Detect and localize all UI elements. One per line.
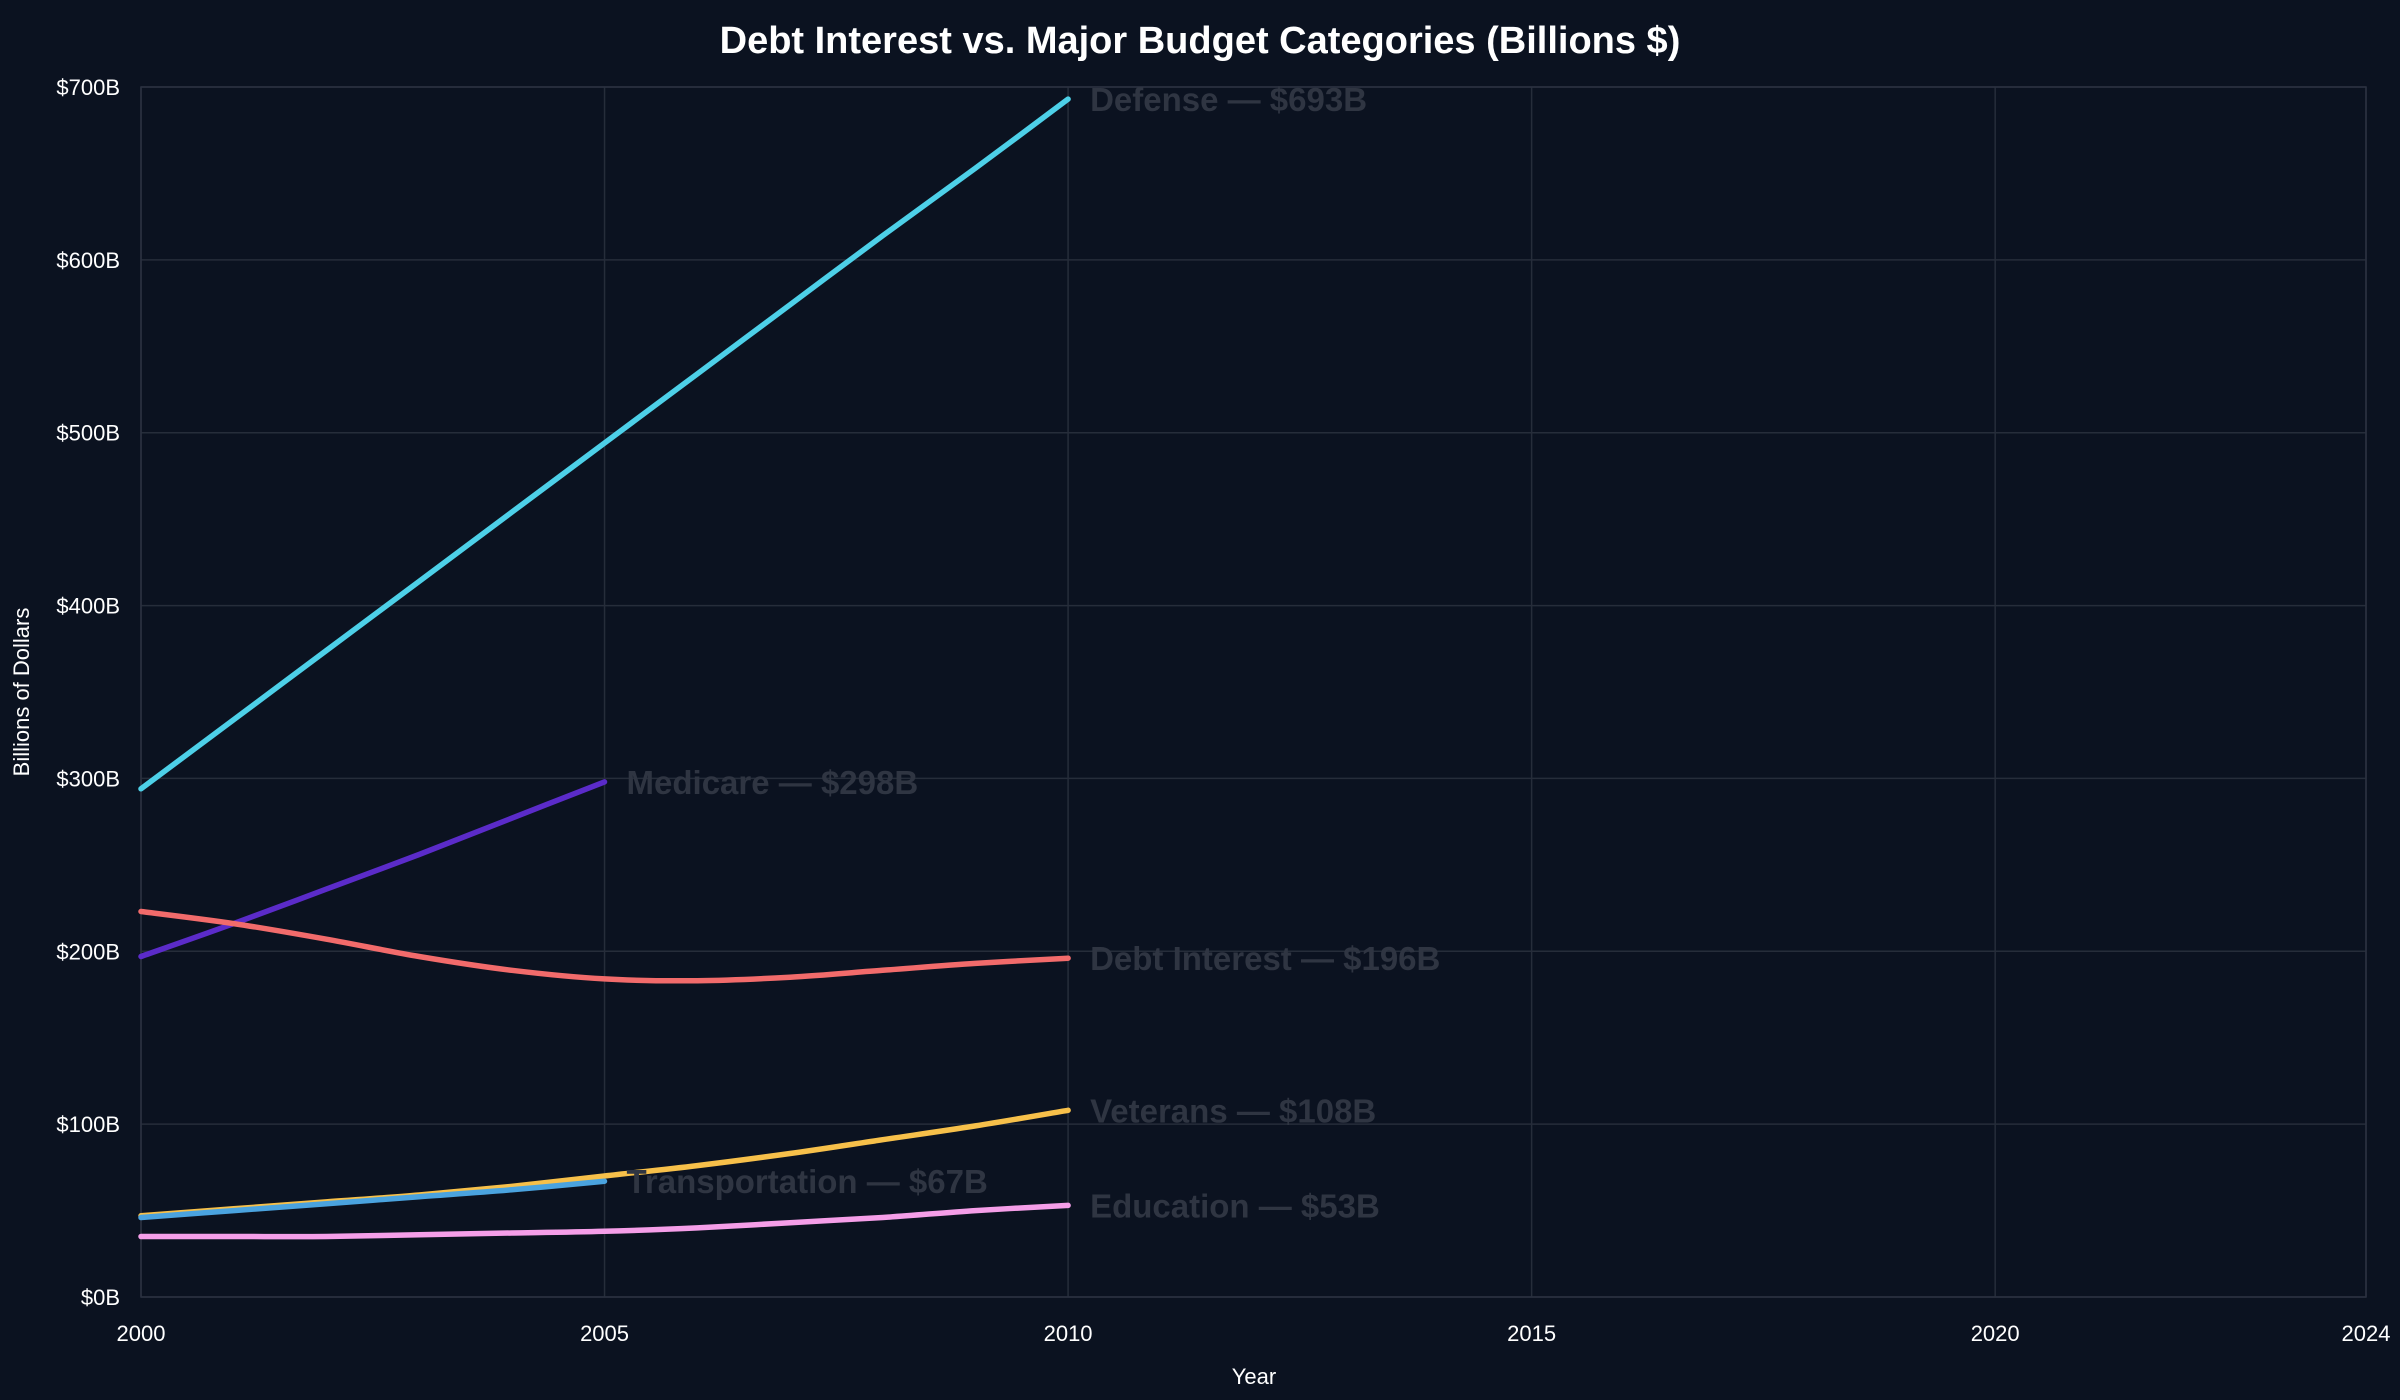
- series-label-veterans: Veterans — $108B: [1090, 1092, 1376, 1129]
- x-tick-label: 2010: [1044, 1321, 1093, 1346]
- y-tick-label: $100B: [56, 1112, 120, 1137]
- y-tick-label: $200B: [56, 939, 120, 964]
- y-tick-label: $700B: [56, 75, 120, 100]
- series-label-transportation: Transportation — $67B: [627, 1163, 988, 1200]
- tick-labels: 2000 2005 2010 2015 2020 2024 $0B $100B $200B $30…: [56, 75, 2390, 1346]
- plot-frame: [140, 86, 2367, 1298]
- y-tick-label: $0B: [81, 1285, 120, 1310]
- series-label-education: Education — $53B: [1090, 1187, 1380, 1224]
- y-tick-label: $600B: [56, 248, 120, 273]
- y-tick-label: $400B: [56, 594, 120, 619]
- y-tick-label: $300B: [56, 766, 120, 791]
- x-tick-label: 2015: [1507, 1321, 1556, 1346]
- series-line-medicare: [138, 779, 608, 960]
- series-line-education: [138, 1202, 1071, 1240]
- series-line-transportation: [138, 1178, 608, 1221]
- y-tick-label: $500B: [56, 421, 120, 446]
- series-lines: [138, 96, 1071, 1240]
- series-label-defense: Defense — $693B: [1090, 81, 1367, 118]
- x-tick-label: 2020: [1971, 1321, 2020, 1346]
- series-labels: Defense — $693B Medicare — $298B Debt Inte…: [627, 81, 1441, 1224]
- chart-title: Debt Interest vs. Major Budget Categorie…: [720, 20, 1681, 62]
- series-line-defense: [138, 96, 1071, 792]
- y-axis-label: Billions of Dollars: [9, 608, 34, 777]
- x-axis-label: Year: [1232, 1364, 1276, 1389]
- x-tick-label: 2024: [2342, 1321, 2391, 1346]
- x-tick-label: 2005: [580, 1321, 629, 1346]
- series-label-debt-interest: Debt Interest — $196B: [1090, 940, 1440, 977]
- series-label-medicare: Medicare — $298B: [627, 764, 919, 801]
- x-tick-label: 2000: [117, 1321, 166, 1346]
- series-line-debt-interest: [138, 908, 1071, 984]
